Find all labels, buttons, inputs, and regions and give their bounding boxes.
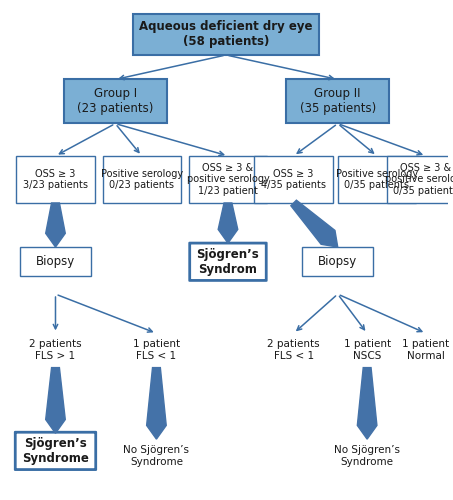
Polygon shape [46, 368, 65, 434]
Text: OSS ≥ 3 &
positive serology
0/35 patients: OSS ≥ 3 & positive serology 0/35 patient… [385, 163, 453, 196]
Text: 1 patient
NSCS: 1 patient NSCS [343, 339, 390, 361]
Text: Positive serology
0/35 patients: Positive serology 0/35 patients [336, 168, 418, 190]
FancyBboxPatch shape [102, 156, 181, 203]
FancyBboxPatch shape [64, 79, 167, 123]
Text: Group I
(23 patients): Group I (23 patients) [77, 87, 154, 115]
Text: Biopsy: Biopsy [36, 256, 75, 268]
Text: Positive serology
0/23 patients: Positive serology 0/23 patients [101, 168, 183, 190]
Text: No Sjögren’s
Syndrome: No Sjögren’s Syndrome [123, 445, 189, 466]
FancyBboxPatch shape [133, 14, 319, 55]
Text: OSS ≥ 3
3/23 patients: OSS ≥ 3 3/23 patients [23, 168, 88, 190]
FancyBboxPatch shape [189, 156, 267, 203]
Polygon shape [291, 200, 338, 247]
FancyBboxPatch shape [387, 156, 453, 203]
Text: 1 patient
Normal: 1 patient Normal [402, 339, 449, 361]
Text: Sjögren’s
Syndrom: Sjögren’s Syndrom [197, 248, 260, 276]
Text: Biopsy: Biopsy [318, 256, 357, 268]
Text: 2 patients
FLS > 1: 2 patients FLS > 1 [29, 339, 82, 361]
Polygon shape [357, 368, 377, 439]
FancyBboxPatch shape [286, 79, 389, 123]
FancyBboxPatch shape [255, 156, 333, 203]
Text: Group II
(35 patients): Group II (35 patients) [299, 87, 376, 115]
FancyBboxPatch shape [16, 156, 95, 203]
Text: 2 patients
FLS < 1: 2 patients FLS < 1 [267, 339, 320, 361]
Text: OSS ≥ 3 &
positive serology
1/23 patient: OSS ≥ 3 & positive serology 1/23 patient [187, 163, 270, 196]
FancyBboxPatch shape [303, 247, 373, 276]
FancyBboxPatch shape [338, 156, 416, 203]
Polygon shape [218, 203, 238, 243]
Text: OSS ≥ 3
4/35 patients: OSS ≥ 3 4/35 patients [261, 168, 326, 190]
Text: Sjögren’s
Syndrome: Sjögren’s Syndrome [22, 437, 89, 465]
Polygon shape [147, 368, 166, 439]
Text: Aqueous deficient dry eye
(58 patients): Aqueous deficient dry eye (58 patients) [139, 20, 313, 48]
Text: 1 patient
FLS < 1: 1 patient FLS < 1 [133, 339, 180, 361]
FancyBboxPatch shape [15, 432, 96, 470]
Text: No Sjögren’s
Syndrome: No Sjögren’s Syndrome [334, 445, 400, 466]
Polygon shape [46, 203, 65, 247]
FancyBboxPatch shape [20, 247, 91, 276]
FancyBboxPatch shape [190, 243, 266, 281]
